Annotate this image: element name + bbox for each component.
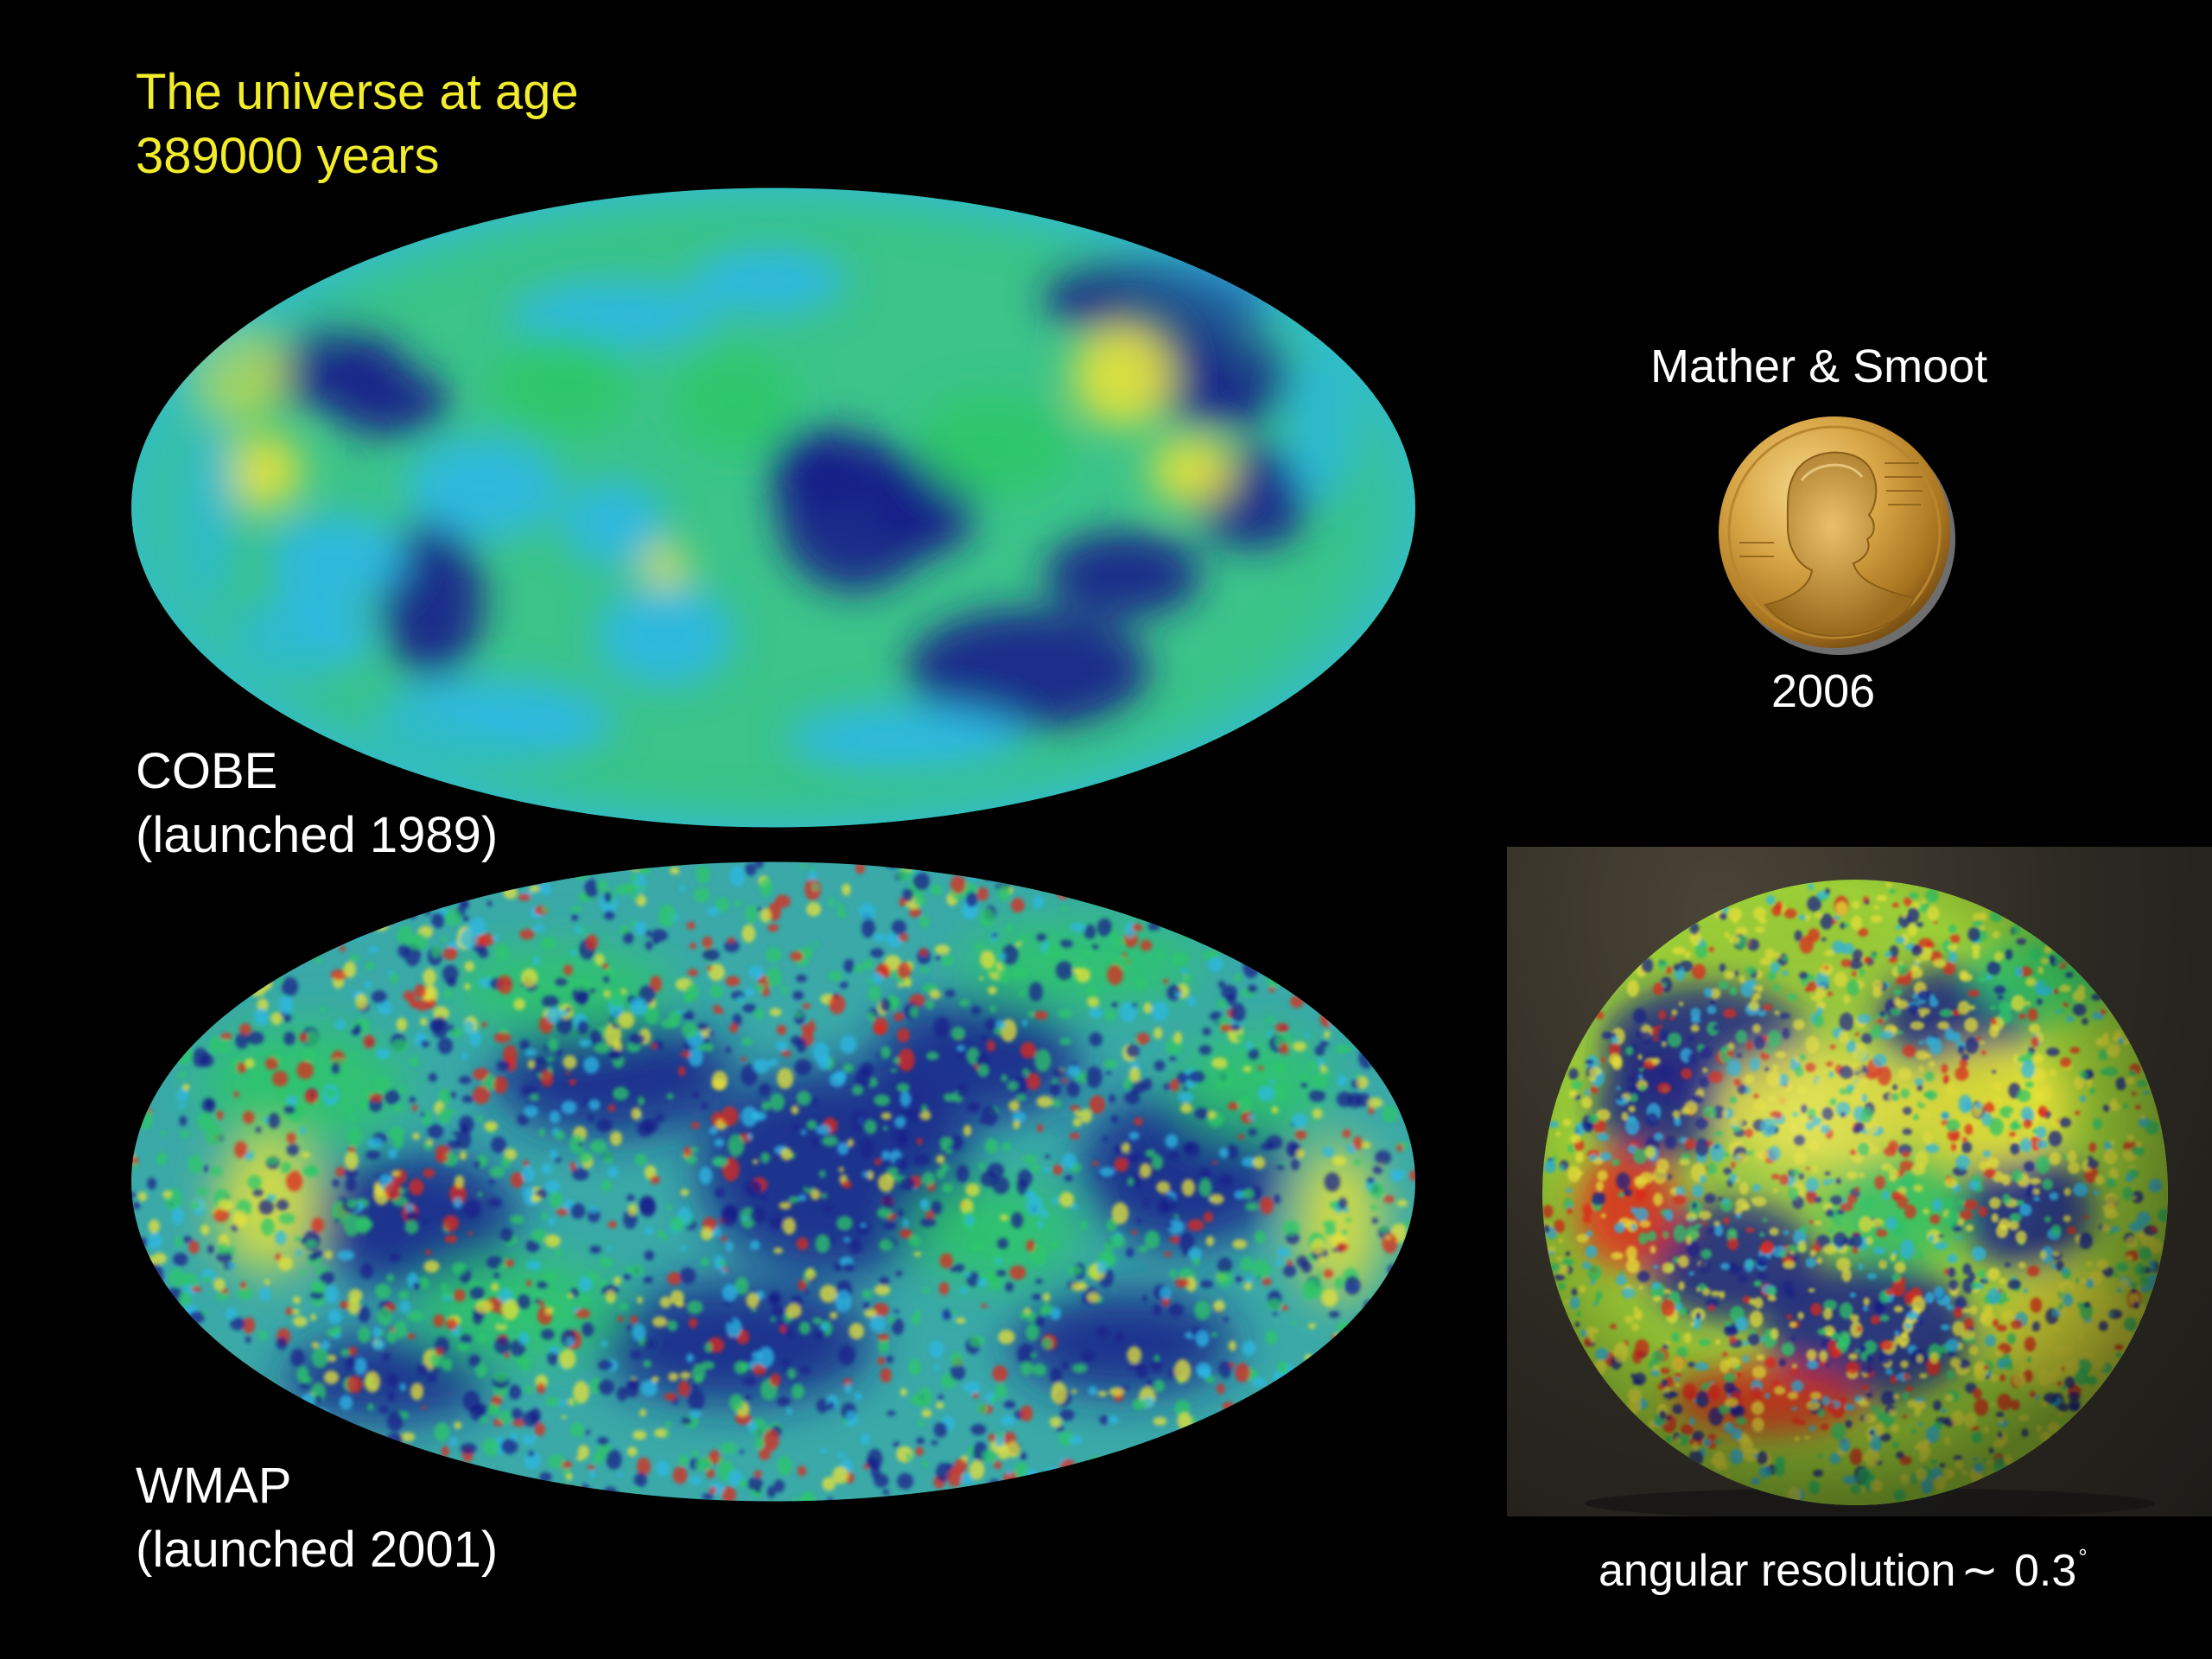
- wmap-launch: (launched 2001): [136, 1522, 499, 1579]
- title-line-2: 389000 years: [136, 128, 440, 185]
- title-line-1: The universe at age: [136, 64, 579, 120]
- nobel-year: 2006: [1771, 665, 1876, 717]
- wmap-caption: WMAP (launched 2001): [136, 1454, 498, 1582]
- cobe-name: COBE: [136, 743, 278, 799]
- wmap-sky-map: [131, 861, 1415, 1502]
- nobel-laureates: Mather & Smoot: [1650, 340, 1988, 392]
- cobe-launch: (launched 1989): [136, 807, 499, 864]
- resolution-label: angular resolution: [1599, 1546, 1956, 1596]
- resolution-unit: °: [2078, 1544, 2088, 1570]
- resolution-value: 0.3: [2013, 1546, 2077, 1596]
- angular-resolution-caption: angular resolution ∼ 0.3°: [1599, 1542, 2088, 1600]
- wmap-name: WMAP: [136, 1458, 292, 1514]
- cobe-sky-map: [131, 188, 1415, 828]
- cmb-sphere-photo: [1507, 847, 2212, 1516]
- nobel-medal-image: [1719, 416, 1955, 655]
- cobe-caption: COBE (launched 1989): [136, 740, 498, 868]
- slide-title: The universe at age 389000 years: [136, 60, 579, 188]
- resolution-tilde: ∼: [1961, 1546, 1999, 1596]
